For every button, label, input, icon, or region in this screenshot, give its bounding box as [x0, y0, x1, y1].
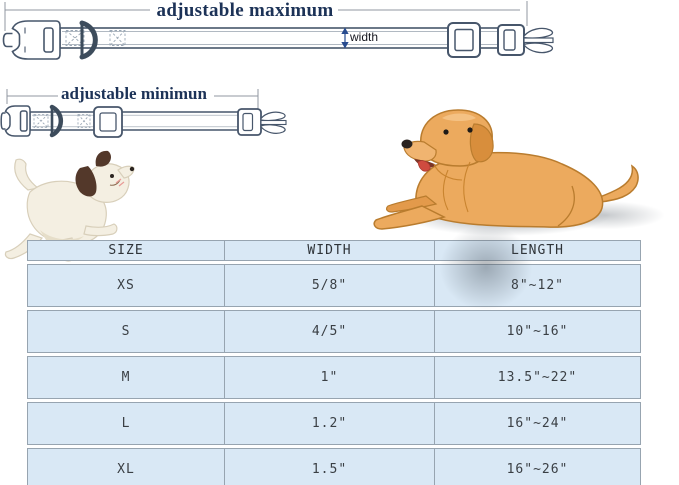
buckle-male-icon	[497, 24, 554, 56]
width-arrow-icon	[341, 27, 349, 49]
retriever-eye-left	[443, 129, 449, 135]
table-row: XL 1.5" 16"~26"	[27, 448, 641, 485]
cell-length: 16"~26"	[435, 448, 641, 485]
buckle-female-icon	[2, 20, 61, 60]
retriever-nose	[401, 139, 413, 149]
table-header-row: SIZE WIDTH LENGTH	[27, 240, 641, 261]
cell-width: 4/5"	[225, 310, 435, 353]
retriever-forehead-highlight	[442, 113, 476, 121]
buckle-female-icon	[0, 105, 31, 137]
puppy-cheek-blush	[115, 178, 125, 187]
puppy-ear-tip-icon	[95, 150, 111, 167]
table-row: XS 5/8" 8"~12"	[27, 264, 641, 307]
cell-size: XS	[27, 264, 225, 307]
buckle-male-icon	[237, 108, 287, 136]
cell-size: XL	[27, 448, 225, 485]
d-ring-icon	[49, 104, 64, 138]
puppy-eye	[110, 174, 114, 178]
retriever-ear-icon	[469, 123, 494, 163]
cell-size: L	[27, 402, 225, 445]
cell-length: 8"~12"	[435, 264, 641, 307]
d-ring-icon	[79, 20, 98, 60]
dimension-line-maximum	[4, 1, 528, 31]
golden-retriever-illustration	[373, 109, 639, 230]
collar-strap	[59, 27, 507, 49]
table-row: L 1.2" 16"~24"	[27, 402, 641, 445]
column-header-size: SIZE	[27, 240, 225, 261]
adjustable-maximum-label: adjustable maximum	[156, 0, 334, 21]
column-header-length: LENGTH	[435, 240, 641, 261]
dimension-line-minimum	[6, 89, 259, 111]
table-row: M 1" 13.5"~22"	[27, 356, 641, 399]
cell-width: 1"	[225, 356, 435, 399]
puppy-tail	[14, 158, 40, 191]
stitching-marks	[33, 114, 91, 128]
puppy-illustration	[4, 150, 135, 262]
adjustable-minimum-label: adjustable minimun	[61, 84, 207, 103]
cell-size: M	[27, 356, 225, 399]
retriever-eye-right	[467, 127, 473, 133]
collar-diagram-maximum	[2, 1, 554, 60]
table-row: S 4/5" 10"~16"	[27, 310, 641, 353]
tri-glide-icon	[447, 22, 481, 58]
cell-width: 1.5"	[225, 448, 435, 485]
retriever-tongue	[417, 160, 431, 172]
cell-size: S	[27, 310, 225, 353]
width-annotation: width	[350, 30, 379, 44]
cell-length: 10"~16"	[435, 310, 641, 353]
collar-diagram-minimum	[0, 89, 287, 138]
puppy-ear-icon	[75, 166, 97, 197]
size-table: SIZE WIDTH LENGTH XS 5/8" 8"~12" S 4/5" …	[27, 240, 641, 485]
retriever-neck-line	[433, 163, 463, 181]
puppy-nose	[129, 166, 135, 172]
cell-length: 16"~24"	[435, 402, 641, 445]
column-header-width: WIDTH	[225, 240, 435, 261]
cell-length: 13.5"~22"	[435, 356, 641, 399]
cell-width: 1.2"	[225, 402, 435, 445]
tri-glide-icon	[93, 106, 123, 138]
puppy-front-leg-raised	[83, 223, 118, 237]
cell-width: 5/8"	[225, 264, 435, 307]
